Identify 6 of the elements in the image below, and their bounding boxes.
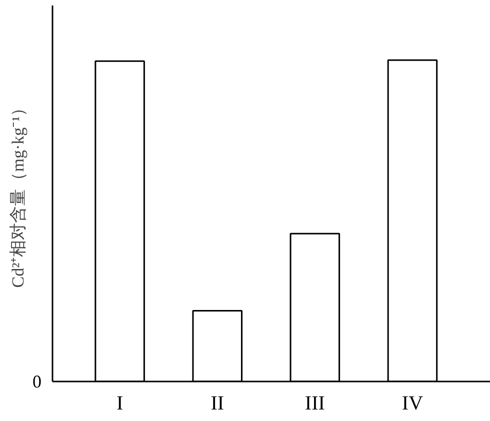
- y-axis-title: Cd²⁺相对含量（mg·kg⁻¹）: [8, 99, 28, 288]
- x-tick-label: IV: [402, 392, 424, 414]
- x-tick-label: I: [116, 392, 124, 414]
- x-tick-label: II: [210, 392, 224, 414]
- text: 0: [32, 372, 42, 392]
- x-tick-label: III: [304, 392, 325, 414]
